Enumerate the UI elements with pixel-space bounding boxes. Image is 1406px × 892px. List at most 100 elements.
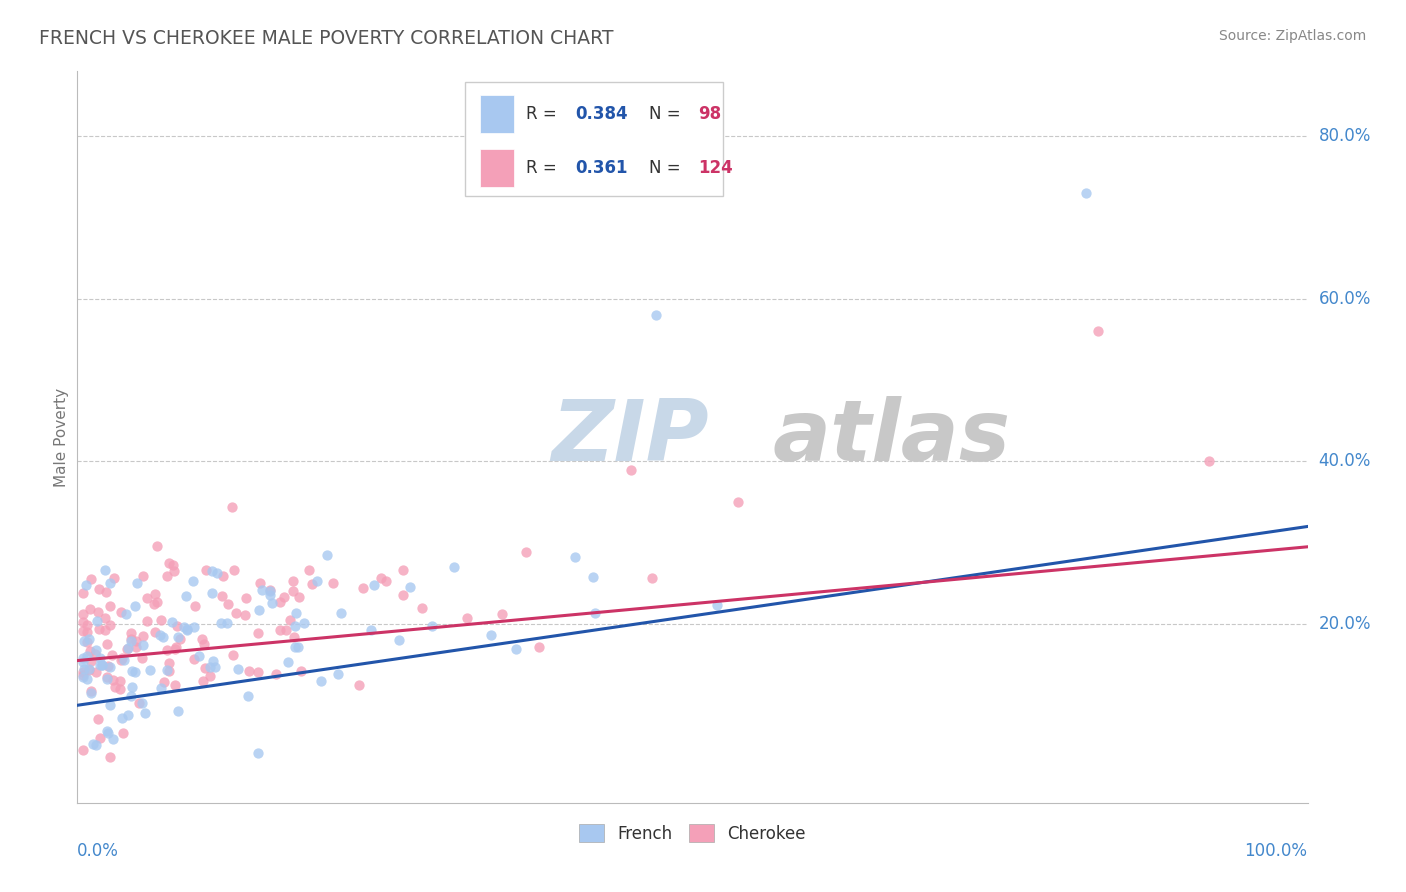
Text: 98: 98 [699,105,721,123]
Point [582,570,605,584]
Point [110,606,132,620]
Point [108,673,131,688]
Point [80,684,103,698]
Point [72,665,94,679]
Point [583,606,606,620]
Point [411,601,433,615]
Point [89,650,111,665]
Point [269,623,291,637]
Text: R =: R = [526,159,562,177]
Point [143,587,166,601]
Point [284,606,307,620]
Point [153,675,176,690]
Point [112,726,135,740]
Text: ZIP: ZIP [551,395,709,479]
Point [79,643,101,657]
Text: R =: R = [526,105,562,123]
Point [89,731,111,746]
FancyBboxPatch shape [479,95,515,133]
Point [91,657,114,672]
Point [115,607,138,622]
Point [481,628,503,642]
Point [72,624,94,639]
Point [156,663,179,677]
Point [305,574,328,589]
Point [80,654,103,668]
Text: 0.384: 0.384 [575,105,628,123]
Point [515,545,537,559]
Point [157,665,180,679]
Point [226,662,249,676]
Point [143,598,166,612]
Point [91,657,114,672]
Point [212,569,235,583]
Point [73,634,96,648]
Point [103,571,125,585]
Point [165,640,187,655]
Point [79,663,101,677]
Point [76,673,98,687]
Point [134,706,156,720]
Text: Source: ZipAtlas.com: Source: ZipAtlas.com [1219,29,1367,43]
Point [1198,454,1220,468]
Point [374,574,396,588]
Point [706,598,728,612]
Point [238,664,260,678]
Point [174,589,197,603]
Point [194,563,217,577]
Point [121,664,143,678]
Point [80,572,103,586]
Point [84,647,107,661]
Point [277,655,299,669]
Point [96,671,118,685]
Point [644,308,666,322]
Text: 60.0%: 60.0% [1319,290,1371,308]
Point [77,632,100,647]
Point [98,660,121,674]
Point [80,686,103,700]
Point [1076,186,1098,201]
Point [87,605,110,619]
Point [96,637,118,651]
Point [120,633,142,648]
Point [87,582,110,597]
Text: 100.0%: 100.0% [1244,842,1308,860]
Point [247,626,270,640]
Point [145,625,167,640]
Point [281,584,304,599]
Point [278,613,301,627]
Point [72,655,94,669]
Point [124,640,146,655]
Point [101,732,124,747]
Point [86,665,108,680]
Text: 0.361: 0.361 [575,159,628,177]
Point [420,619,443,633]
Point [120,689,142,703]
Point [283,630,305,644]
Text: atlas: atlas [772,395,1011,479]
Point [115,641,138,656]
Point [564,549,586,564]
Point [124,665,146,680]
Point [167,630,190,644]
Point [165,642,187,657]
Point [173,619,195,633]
Point [150,613,173,627]
Point [233,608,256,623]
Point [156,643,179,657]
Point [131,650,153,665]
Point [198,660,221,674]
Point [72,743,94,757]
Point [505,642,527,657]
Point [94,563,117,577]
Point [250,582,273,597]
Point [398,580,420,594]
Point [260,596,283,610]
Y-axis label: Male Poverty: Male Poverty [53,387,69,487]
Point [111,650,134,665]
Point [200,668,222,682]
Point [315,548,337,562]
Point [156,569,179,583]
Point [94,584,117,599]
Point [163,678,186,692]
